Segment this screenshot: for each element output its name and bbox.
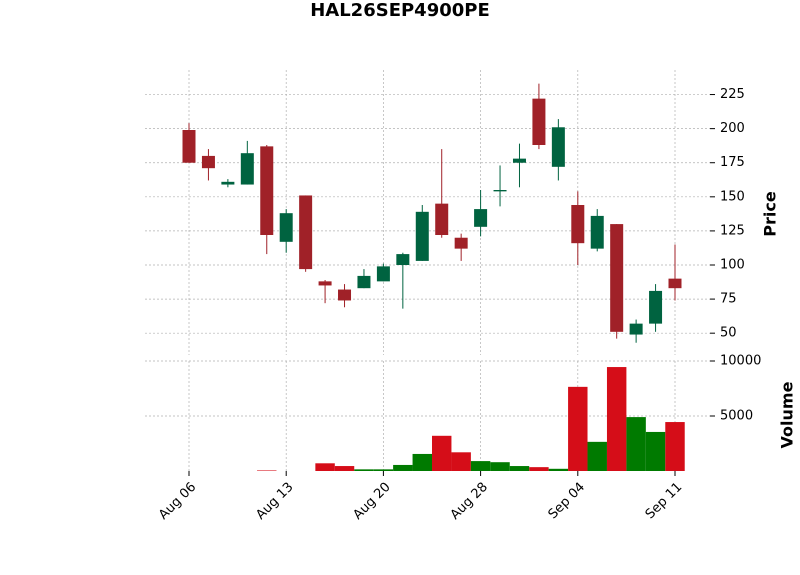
volume-bar <box>626 417 646 471</box>
y-tick-label: 150 <box>720 189 745 204</box>
volume-bar <box>665 422 685 471</box>
y-tick-label: 125 <box>720 223 745 238</box>
y-tick-label: 75 <box>720 292 737 307</box>
volume-bar <box>606 367 627 471</box>
y-axis-label: Price <box>761 191 780 237</box>
volume-bar <box>568 386 588 471</box>
volume-tick-label: 10000 <box>720 354 761 369</box>
x-tick-label: Sep 11 <box>643 480 686 523</box>
volume-bar <box>334 466 355 471</box>
candle-body <box>357 275 371 289</box>
chart-title: HAL26SEP4900PE <box>310 0 490 21</box>
candle-body <box>454 237 468 249</box>
volume-bar <box>354 469 374 471</box>
x-tick-label: Sep 04 <box>546 480 589 523</box>
volume-bar <box>451 452 471 471</box>
volume-bar <box>509 466 530 471</box>
candle-body <box>299 195 313 270</box>
candle-body <box>551 127 565 167</box>
candle-body <box>649 290 663 324</box>
volume-bar <box>393 464 413 471</box>
candle-body <box>610 224 624 332</box>
candle-body <box>396 254 410 265</box>
candle-body <box>279 213 293 242</box>
volume-bar <box>548 468 569 471</box>
candle-body <box>590 215 604 249</box>
candle-body <box>629 323 643 335</box>
y-tick-label: 225 <box>720 87 745 102</box>
volume-bar <box>587 441 607 471</box>
candle-body <box>201 155 215 169</box>
volume-bar <box>470 461 491 471</box>
volume-axis-label: Volume <box>778 381 797 448</box>
candle-body <box>512 158 526 163</box>
candle-body <box>532 98 546 145</box>
candle-body <box>493 190 507 192</box>
volume-bar <box>257 470 277 471</box>
candle-body <box>435 203 449 235</box>
x-tick-label: Aug 20 <box>351 480 394 523</box>
volume-bar <box>315 463 335 471</box>
y-tick-label: 200 <box>720 121 745 136</box>
candle-body <box>415 211 429 261</box>
volume-bar <box>490 462 510 471</box>
candle-body <box>318 281 332 286</box>
y-tick-label: 100 <box>720 258 745 273</box>
volume-bar <box>412 453 432 471</box>
volume-bar <box>373 469 394 471</box>
volume-tick-label: 5000 <box>720 409 753 424</box>
candle-body <box>668 278 682 289</box>
x-tick-label: Aug 06 <box>156 480 199 523</box>
candle-body <box>221 181 235 185</box>
volume-bar <box>645 431 666 471</box>
candle-body <box>260 146 274 235</box>
candle-body <box>240 153 254 185</box>
volume-bar <box>432 435 452 471</box>
x-tick-label: Aug 13 <box>253 480 296 523</box>
candle-body <box>182 130 196 163</box>
candle-body <box>376 266 390 282</box>
candle-body <box>338 289 352 301</box>
volume-bar <box>529 467 549 471</box>
candle-body <box>474 209 488 227</box>
y-tick-label: 50 <box>720 326 737 341</box>
y-tick-label: 175 <box>720 155 745 170</box>
x-tick-label: Aug 28 <box>448 480 491 523</box>
candle-body <box>571 205 585 244</box>
